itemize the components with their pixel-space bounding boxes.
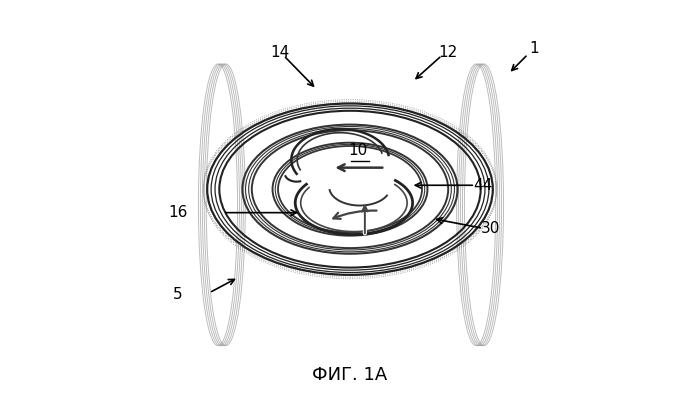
- Text: 10: 10: [348, 143, 368, 158]
- Text: 12: 12: [438, 45, 457, 60]
- Text: 16: 16: [168, 205, 188, 220]
- Text: 14: 14: [270, 45, 289, 60]
- Text: 1: 1: [529, 41, 539, 56]
- Text: 44: 44: [473, 178, 493, 193]
- Text: ФИГ. 1А: ФИГ. 1А: [312, 366, 388, 384]
- Text: 5: 5: [173, 287, 183, 302]
- Text: 30: 30: [481, 221, 500, 236]
